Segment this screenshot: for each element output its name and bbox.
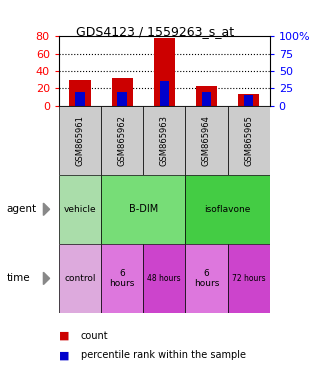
Bar — [185, 244, 228, 313]
Bar — [185, 175, 270, 244]
Bar — [160, 81, 169, 106]
Bar — [117, 92, 127, 106]
Bar — [59, 244, 101, 313]
Text: 72 hours: 72 hours — [232, 274, 265, 283]
Bar — [75, 92, 85, 106]
Polygon shape — [43, 203, 50, 215]
Bar — [143, 244, 185, 313]
Text: GSM865961: GSM865961 — [75, 115, 85, 166]
Bar — [228, 244, 270, 313]
Text: 6
hours: 6 hours — [109, 269, 135, 288]
Bar — [59, 106, 101, 175]
Text: 6
hours: 6 hours — [194, 269, 219, 288]
Bar — [202, 92, 211, 106]
Text: ■: ■ — [59, 350, 69, 360]
Bar — [238, 93, 259, 106]
Bar — [228, 106, 270, 175]
Bar — [196, 86, 217, 106]
Text: isoflavone: isoflavone — [204, 205, 251, 214]
Bar — [185, 106, 228, 175]
Bar — [154, 38, 175, 106]
Text: percentile rank within the sample: percentile rank within the sample — [81, 350, 246, 360]
Bar — [101, 244, 143, 313]
Polygon shape — [43, 272, 50, 285]
Text: GDS4123 / 1559263_s_at: GDS4123 / 1559263_s_at — [76, 25, 234, 38]
Text: time: time — [6, 273, 30, 283]
Text: agent: agent — [6, 204, 36, 214]
Text: vehicle: vehicle — [64, 205, 96, 214]
Bar — [69, 80, 91, 106]
Text: GSM865963: GSM865963 — [160, 115, 169, 166]
Bar — [143, 106, 185, 175]
Text: B-DIM: B-DIM — [129, 204, 158, 214]
Text: GSM865962: GSM865962 — [117, 115, 127, 166]
Text: ■: ■ — [59, 331, 69, 341]
Text: GSM865965: GSM865965 — [244, 115, 253, 166]
Text: 48 hours: 48 hours — [148, 274, 181, 283]
Text: count: count — [81, 331, 108, 341]
Bar — [101, 106, 143, 175]
Text: control: control — [64, 274, 96, 283]
Bar — [59, 175, 101, 244]
Bar — [112, 78, 133, 106]
Bar — [101, 175, 185, 244]
Bar — [244, 95, 253, 106]
Text: GSM865964: GSM865964 — [202, 115, 211, 166]
